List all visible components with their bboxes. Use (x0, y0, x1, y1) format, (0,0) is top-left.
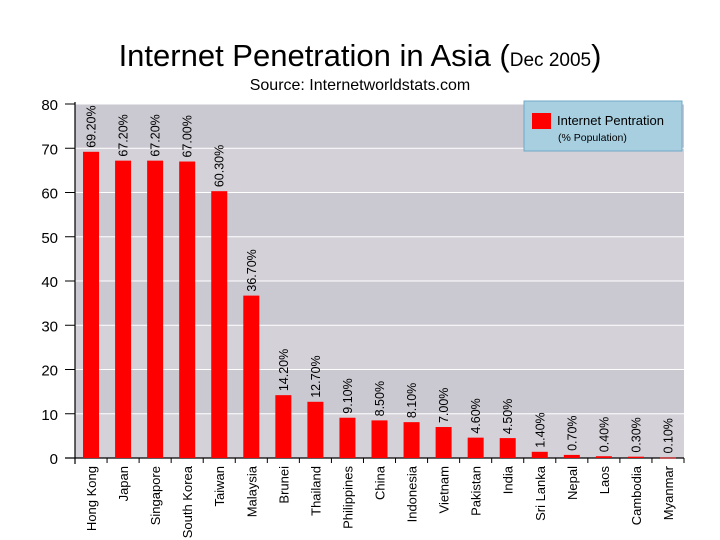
category-label: Pakistan (469, 466, 484, 516)
data-label: 12.70% (309, 355, 323, 397)
chart-title-date: Dec 2005 (509, 50, 592, 71)
bar (339, 417, 356, 458)
bar (531, 451, 548, 458)
data-label: 0.40% (597, 417, 611, 452)
y-tick-label: 70 (41, 141, 58, 158)
y-tick-label: 30 (41, 318, 58, 335)
data-label: 1.40% (533, 412, 547, 447)
category-label: Brunei (276, 466, 291, 504)
chart-subtitle: Source: Internetworldstats.com (249, 77, 471, 94)
data-label: 67.00% (181, 115, 195, 157)
chart-title: Internet Penetration in Asia (Dec 2005) (0, 38, 720, 74)
plot-band (75, 369, 684, 414)
data-label: 4.50% (501, 399, 515, 434)
category-label: Nepal (565, 466, 580, 500)
bar (243, 295, 260, 458)
bar (307, 401, 324, 458)
y-tick-label: 0 (50, 451, 58, 468)
category-label: Vietnam (437, 466, 452, 513)
bar (147, 160, 164, 458)
y-tick-label: 60 (41, 186, 58, 203)
y-tick-label: 80 (41, 97, 58, 114)
category-label: Laos (597, 466, 612, 495)
bar (659, 457, 676, 459)
bar (211, 191, 228, 459)
data-label: 9.10% (341, 378, 355, 413)
data-label: 14.20% (277, 349, 291, 391)
bar (435, 427, 452, 458)
legend-sublabel: (% Population) (558, 132, 627, 144)
bar (115, 160, 132, 458)
category-label: Cambodia (629, 465, 644, 525)
bar (627, 456, 644, 458)
category-label: South Korea (180, 465, 195, 538)
bar (275, 395, 292, 458)
data-label: 67.20% (117, 114, 131, 156)
bar (467, 437, 484, 458)
category-label: Indonesia (405, 465, 420, 522)
category-label: Hong Kong (84, 466, 99, 531)
legend-swatch (532, 113, 551, 129)
data-label: 0.70% (565, 415, 579, 450)
legend-label: Internet Pentration (557, 113, 664, 128)
category-label: Thailand (308, 466, 323, 516)
bar (371, 420, 388, 458)
chart-title-main: Internet Penetration in Asia ( (118, 38, 510, 73)
category-label: Myanmar (661, 465, 676, 520)
category-label: China (373, 465, 388, 500)
data-label: 7.00% (437, 388, 451, 423)
data-label: 8.50% (373, 381, 387, 416)
data-label: 36.70% (245, 249, 259, 291)
bar (83, 151, 100, 459)
bar (499, 438, 516, 458)
category-label: Malaysia (244, 465, 259, 517)
y-tick-label: 10 (41, 407, 58, 424)
category-label: Sri Lanka (533, 465, 548, 521)
data-label: 8.10% (405, 383, 419, 418)
category-label: India (501, 465, 516, 494)
y-tick-label: 50 (41, 230, 58, 247)
data-label: 4.60% (469, 398, 483, 433)
bar (563, 454, 580, 458)
bar (179, 161, 196, 458)
y-tick-label: 20 (41, 363, 58, 380)
data-label: 67.20% (149, 114, 163, 156)
data-label: 0.30% (629, 417, 643, 452)
category-label: Philippines (340, 466, 355, 529)
plot-band (75, 192, 684, 237)
category-label: Singapore (148, 466, 163, 525)
data-label: 60.30% (213, 145, 227, 187)
chart-title-close: ) (591, 38, 602, 73)
category-label: Taiwan (212, 466, 227, 506)
data-label: 69.20% (85, 105, 99, 147)
bar (403, 422, 420, 458)
plot-band (75, 281, 684, 326)
bar (595, 456, 612, 458)
data-label: 0.10% (661, 418, 675, 453)
y-tick-label: 40 (41, 274, 58, 291)
category-label: Japan (116, 466, 131, 501)
